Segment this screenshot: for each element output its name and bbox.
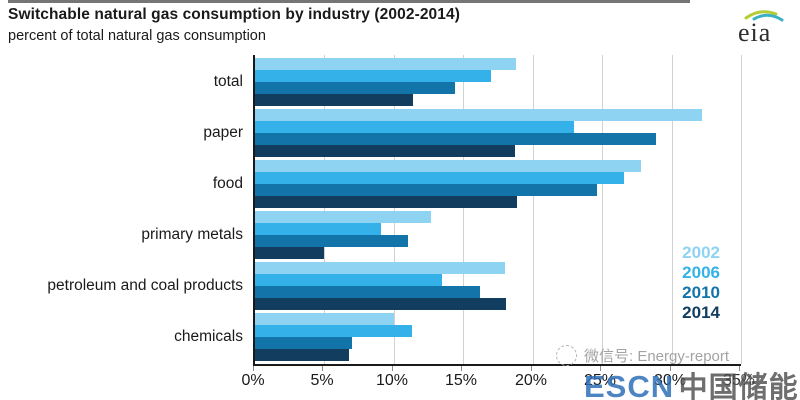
chart-subtitle: percent of total natural gas consumption	[8, 28, 266, 44]
x-tick-10pct	[392, 366, 393, 371]
x-tick-30pct	[670, 366, 671, 371]
bar-primary-metals-2002	[255, 211, 431, 223]
gridline-5pct	[324, 55, 325, 364]
legend-entry-2006: 2006	[682, 263, 720, 282]
bar-primary-metals-2010	[255, 235, 408, 247]
x-tick-35pct	[739, 366, 740, 371]
bar-primary-metals-2006	[255, 223, 381, 235]
bar-food-2006	[255, 172, 624, 184]
bar-paper-2010	[255, 133, 656, 145]
bar-petroleum-and-coal-products-2014	[255, 298, 506, 310]
bar-chemicals-2010	[255, 337, 352, 349]
bar-chemicals-2006	[255, 325, 412, 337]
chart-title: Switchable natural gas consumption by in…	[8, 6, 460, 23]
escn-site-name-text: 中国储能网	[678, 372, 800, 400]
top-border-line	[8, 0, 690, 3]
eia-swoosh-icon	[744, 10, 784, 22]
x-label-30pct: 30%	[653, 372, 687, 389]
category-label-chemicals: chemicals	[174, 328, 243, 345]
gridline-30pct	[672, 55, 673, 364]
x-tick-25pct	[600, 366, 601, 371]
gridline-10pct	[394, 55, 395, 364]
x-label-5pct: 5%	[310, 372, 334, 389]
x-label-25pct: 25%	[583, 372, 617, 389]
bar-food-2002	[255, 160, 641, 172]
gridline-25pct	[602, 55, 603, 364]
wechat-watermark-text: 微信号: Energy-report	[584, 348, 730, 365]
wechat-circle-icon	[556, 345, 577, 366]
eia-logo: eia	[732, 6, 784, 48]
x-tick-15pct	[461, 366, 462, 371]
gridline-20pct	[533, 55, 534, 364]
bar-food-2014	[255, 196, 517, 208]
wechat-watermark: 微信号: Energy-report	[556, 345, 729, 366]
gridline-35pct	[741, 55, 742, 364]
x-label-15pct: 15%	[444, 372, 478, 389]
x-label-20pct: 20%	[514, 372, 548, 389]
eia-logo-text: eia	[738, 18, 772, 47]
category-label-petroleum-and-coal-products: petroleum and coal products	[47, 277, 243, 294]
x-label-0pct: 0%	[241, 372, 265, 389]
bar-petroleum-and-coal-products-2002	[255, 262, 505, 274]
x-label-35pct: 35%	[722, 372, 756, 389]
bar-paper-2014	[255, 145, 515, 157]
bar-chart-plot-area	[253, 55, 742, 366]
x-tick-20pct	[531, 366, 532, 371]
category-label-primary-metals: primary metals	[141, 226, 243, 243]
legend-entry-2014: 2014	[682, 303, 720, 322]
bar-total-2010	[255, 82, 455, 94]
bar-chemicals-2014	[255, 349, 349, 361]
category-label-total: total	[213, 73, 243, 90]
bar-petroleum-and-coal-products-2006	[255, 274, 442, 286]
bar-paper-2006	[255, 121, 574, 133]
chart-legend: 2002 2006 2010 2014	[640, 243, 720, 323]
escn-acronym-text: ESCN	[584, 369, 675, 400]
category-label-paper: paper	[203, 124, 243, 141]
bar-total-2014	[255, 94, 413, 106]
bar-total-2002	[255, 58, 516, 70]
legend-entry-2002: 2002	[682, 243, 720, 262]
x-label-10pct: 10%	[375, 372, 409, 389]
bar-food-2010	[255, 184, 597, 196]
bar-total-2006	[255, 70, 491, 82]
bar-petroleum-and-coal-products-2010	[255, 286, 480, 298]
legend-entry-2010: 2010	[682, 283, 720, 302]
bar-primary-metals-2014	[255, 247, 324, 259]
gridline-15pct	[463, 55, 464, 364]
category-label-food: food	[212, 175, 243, 192]
bar-chemicals-2002	[255, 313, 394, 325]
x-tick-5pct	[322, 366, 323, 371]
bar-paper-2002	[255, 109, 702, 121]
x-tick-0pct	[253, 366, 254, 371]
escn-watermark: ESCN 中国储能网	[584, 364, 800, 400]
